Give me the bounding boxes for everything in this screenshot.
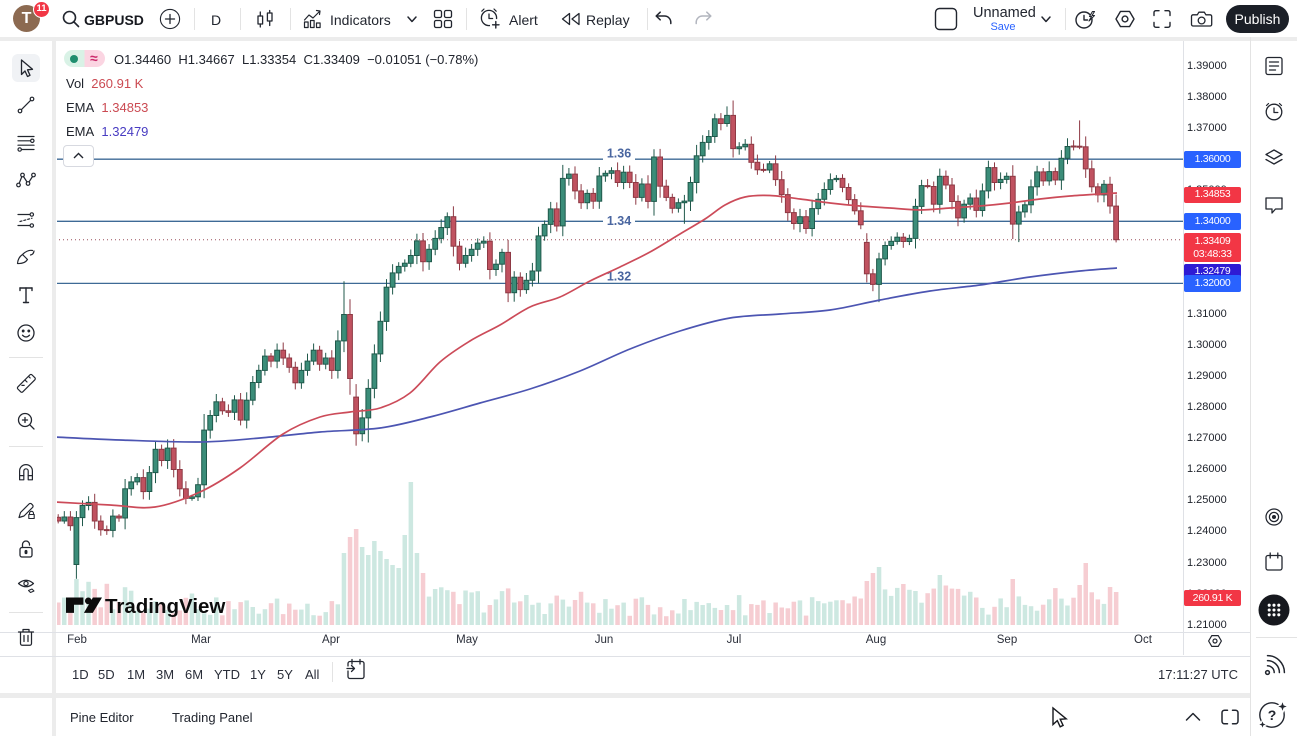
svg-text:?: ? (1268, 707, 1277, 723)
svg-text:1.36: 1.36 (607, 147, 631, 161)
svg-text:1.32: 1.32 (607, 270, 631, 284)
svg-text:1.34: 1.34 (607, 214, 631, 228)
svg-text:TradingView: TradingView (105, 595, 225, 618)
